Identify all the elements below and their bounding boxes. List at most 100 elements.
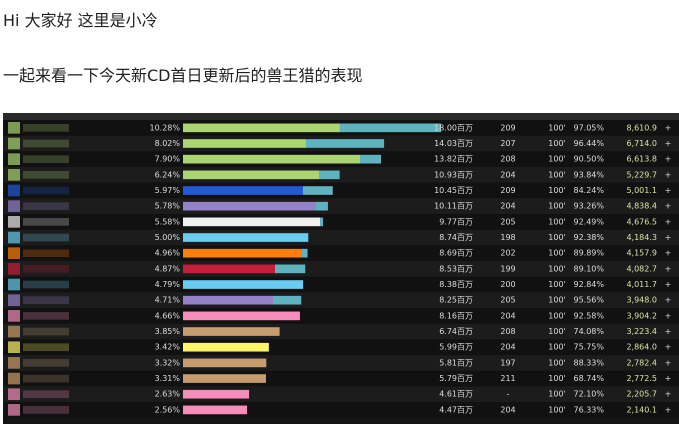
ranking-table: 10.28% 18.00百万 209 100' 97.05% 8,610.9 +8.02% 1… xyxy=(3,113,679,424)
count: 207 xyxy=(500,139,515,148)
total: 4.47百万 xyxy=(439,405,473,414)
total: 13.82百万 xyxy=(434,155,473,164)
parse: 97.05% xyxy=(573,123,604,132)
ilvl: 100' xyxy=(548,186,565,195)
ilvl: 100' xyxy=(548,202,565,211)
row-bg xyxy=(3,214,679,230)
parse: 96.44% xyxy=(573,139,604,148)
pet-bar xyxy=(319,170,340,180)
percent: 4.96% xyxy=(155,249,181,258)
count: 202 xyxy=(500,249,515,258)
class-icon xyxy=(8,341,20,354)
percent: 3.32% xyxy=(155,358,181,367)
player-bar xyxy=(183,264,276,274)
class-icon xyxy=(8,169,20,181)
class-icon xyxy=(8,294,20,307)
parse: 72.10% xyxy=(573,390,604,399)
dps: 5,001.1 xyxy=(626,186,657,195)
ilvl: 100' xyxy=(548,170,565,179)
blurred-name xyxy=(23,249,69,258)
player-bar xyxy=(183,123,340,133)
class-icon xyxy=(8,404,20,416)
dps: 4,082.7 xyxy=(626,264,657,273)
parse: 92.58% xyxy=(573,311,604,320)
dps: 6,613.8 xyxy=(626,155,657,164)
parse: 92.38% xyxy=(573,233,604,242)
ilvl: 100' xyxy=(548,123,565,132)
class-icon xyxy=(8,153,20,166)
pet-bar xyxy=(320,217,324,227)
greeting: Hi 大家好 这里是小冷 xyxy=(3,11,158,30)
player-bar xyxy=(183,280,304,289)
row-bg xyxy=(3,308,679,324)
row-bg xyxy=(3,386,679,403)
blurred-name xyxy=(23,390,69,399)
count: 204 xyxy=(500,170,515,179)
percent: 3.31% xyxy=(155,374,181,383)
ilvl: 100' xyxy=(548,390,565,399)
percent: 4.66% xyxy=(155,311,181,320)
percent: 6.24% xyxy=(155,170,181,179)
percent: 4.79% xyxy=(155,280,181,289)
dps: 4,011.7 xyxy=(626,280,657,289)
percent: 8.02% xyxy=(155,139,181,148)
count: 208 xyxy=(500,327,515,336)
player-bar xyxy=(183,374,266,383)
parse: 92.84% xyxy=(573,280,604,289)
player-bar xyxy=(183,186,303,195)
pet-bar xyxy=(360,154,382,164)
row-bg xyxy=(3,355,679,371)
expand: + xyxy=(665,249,672,258)
percent: 3.42% xyxy=(155,343,181,352)
player-bar xyxy=(183,327,280,336)
pet-bar xyxy=(316,201,328,211)
class-icon xyxy=(8,231,20,244)
row-bg xyxy=(3,276,679,293)
pet-bar xyxy=(339,123,441,133)
blurred-name xyxy=(23,155,69,164)
class-icon xyxy=(8,184,20,197)
total: 10.45百万 xyxy=(434,186,473,195)
dps: 3,948.0 xyxy=(626,296,657,305)
parse: 93.26% xyxy=(573,202,604,211)
row-bg xyxy=(3,370,679,387)
total: 8.25百万 xyxy=(439,296,473,305)
dps: 2,140.1 xyxy=(626,405,657,414)
parse: 89.89% xyxy=(573,249,604,258)
ilvl: 100' xyxy=(548,405,565,414)
parse: 88.33% xyxy=(573,358,604,367)
dps: 2,782.4 xyxy=(626,358,657,367)
percent: 7.90% xyxy=(155,155,181,164)
total: 4.61百万 xyxy=(439,390,473,399)
expand: + xyxy=(665,233,672,242)
parse: 89.10% xyxy=(573,264,604,273)
expand: + xyxy=(665,186,672,195)
percent: 5.97% xyxy=(155,186,181,195)
expand: + xyxy=(665,343,672,352)
row-bg xyxy=(3,182,679,199)
blurred-name xyxy=(23,171,69,179)
total: 8.53百万 xyxy=(439,264,473,273)
row-bg xyxy=(3,339,679,356)
total: 14.03百万 xyxy=(434,139,473,148)
blurred-name xyxy=(23,374,69,383)
parse: 68.74% xyxy=(573,374,604,383)
count: 204 xyxy=(500,343,515,352)
row-bg xyxy=(3,229,679,246)
parse: 74.08% xyxy=(573,327,604,336)
expand: + xyxy=(665,155,672,164)
percent: 2.63% xyxy=(155,390,181,399)
count: 198 xyxy=(500,233,515,242)
class-icon xyxy=(8,310,20,322)
ilvl: 100' xyxy=(548,296,565,305)
percent: 3.85% xyxy=(155,327,181,336)
pet-bar xyxy=(302,186,333,195)
player-bar xyxy=(183,295,274,305)
blurred-name xyxy=(23,139,69,148)
total: 8.69百万 xyxy=(439,249,473,258)
total: 18.00百万 xyxy=(434,123,473,132)
expand: + xyxy=(665,405,672,414)
count: 204 xyxy=(500,405,515,414)
dps: 2,772.5 xyxy=(626,374,657,383)
